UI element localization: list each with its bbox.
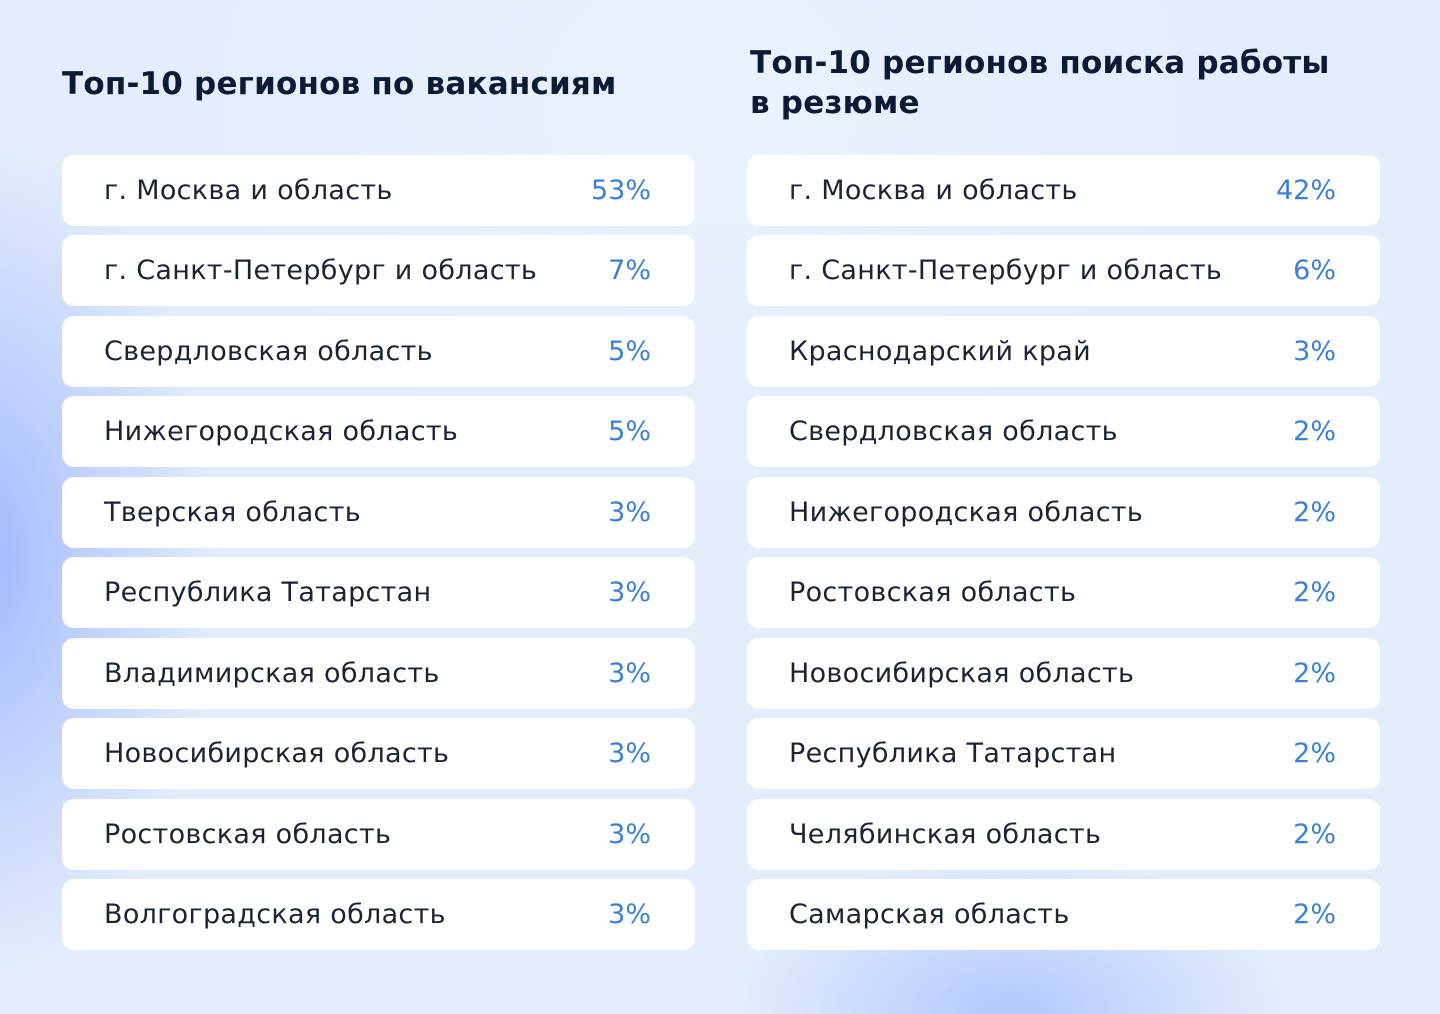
resumes-title-line1: Топ-10 регионов поиска работы xyxy=(750,45,1330,81)
list-item: Свердловская область 5% xyxy=(62,316,695,387)
list-item: Республика Татарстан 3% xyxy=(62,557,695,628)
list-item: г. Москва и область 42% xyxy=(747,155,1380,226)
region-label: Республика Татарстан xyxy=(104,577,432,608)
region-label: Челябинская область xyxy=(789,819,1102,850)
share-value: 5% xyxy=(608,336,651,367)
share-value: 3% xyxy=(608,899,651,930)
region-label: Владимирская область xyxy=(104,658,440,689)
resumes-title: Топ-10 регионов поиска работы в резюме xyxy=(750,43,1330,123)
list-item: Владимирская область 3% xyxy=(62,638,695,709)
share-value: 5% xyxy=(608,416,651,447)
list-item: Волгоградская область 3% xyxy=(62,879,695,950)
list-item: Новосибирская область 3% xyxy=(62,718,695,789)
list-item: Челябинская область 2% xyxy=(747,799,1380,870)
list-item: Новосибирская область 2% xyxy=(747,638,1380,709)
region-label: Республика Татарстан xyxy=(789,738,1117,769)
share-value: 7% xyxy=(608,255,651,286)
share-value: 2% xyxy=(1293,819,1336,850)
region-label: Нижегородская область xyxy=(104,416,459,447)
list-item: Нижегородская область 5% xyxy=(62,396,695,467)
resumes-title-line2: в резюме xyxy=(750,85,920,121)
share-value: 3% xyxy=(608,819,651,850)
region-label: Краснодарский край xyxy=(789,336,1091,367)
list-item: Краснодарский край 3% xyxy=(747,316,1380,387)
share-value: 2% xyxy=(1293,577,1336,608)
share-value: 2% xyxy=(1293,658,1336,689)
region-label: г. Москва и область xyxy=(789,175,1078,206)
share-value: 3% xyxy=(608,738,651,769)
share-value: 42% xyxy=(1275,175,1336,206)
share-value: 6% xyxy=(1293,255,1336,286)
list-item: Ростовская область 3% xyxy=(62,799,695,870)
region-label: Нижегородская область xyxy=(789,497,1144,528)
list-item: г. Москва и область 53% xyxy=(62,155,695,226)
share-value: 3% xyxy=(1293,336,1336,367)
list-item: Республика Татарстан 2% xyxy=(747,718,1380,789)
list-item: Ростовская область 2% xyxy=(747,557,1380,628)
share-value: 3% xyxy=(608,658,651,689)
region-label: Самарская область xyxy=(789,899,1070,930)
region-label: Волгоградская область xyxy=(104,899,446,930)
region-label: Ростовская область xyxy=(104,819,392,850)
share-value: 3% xyxy=(608,497,651,528)
share-value: 2% xyxy=(1293,738,1336,769)
list-item: г. Санкт-Петербург и область 7% xyxy=(62,235,695,306)
region-label: Новосибирская область xyxy=(789,658,1135,689)
list-item: Самарская область 2% xyxy=(747,879,1380,950)
share-value: 53% xyxy=(590,175,651,206)
list-item: г. Санкт-Петербург и область 6% xyxy=(747,235,1380,306)
region-label: Свердловская область xyxy=(104,336,433,367)
share-value: 2% xyxy=(1293,899,1336,930)
region-label: Ростовская область xyxy=(789,577,1077,608)
share-value: 2% xyxy=(1293,416,1336,447)
region-label: Новосибирская область xyxy=(104,738,450,769)
region-label: Тверская область xyxy=(104,497,361,528)
region-label: г. Москва и область xyxy=(104,175,393,206)
region-label: г. Санкт-Петербург и область xyxy=(789,255,1223,286)
share-value: 2% xyxy=(1293,497,1336,528)
list-item: Нижегородская область 2% xyxy=(747,477,1380,548)
share-value: 3% xyxy=(608,577,651,608)
region-label: Свердловская область xyxy=(789,416,1118,447)
vacancies-title: Топ-10 регионов по вакансиям xyxy=(62,66,617,102)
list-item: Тверская область 3% xyxy=(62,477,695,548)
region-label: г. Санкт-Петербург и область xyxy=(104,255,538,286)
list-item: Свердловская область 2% xyxy=(747,396,1380,467)
